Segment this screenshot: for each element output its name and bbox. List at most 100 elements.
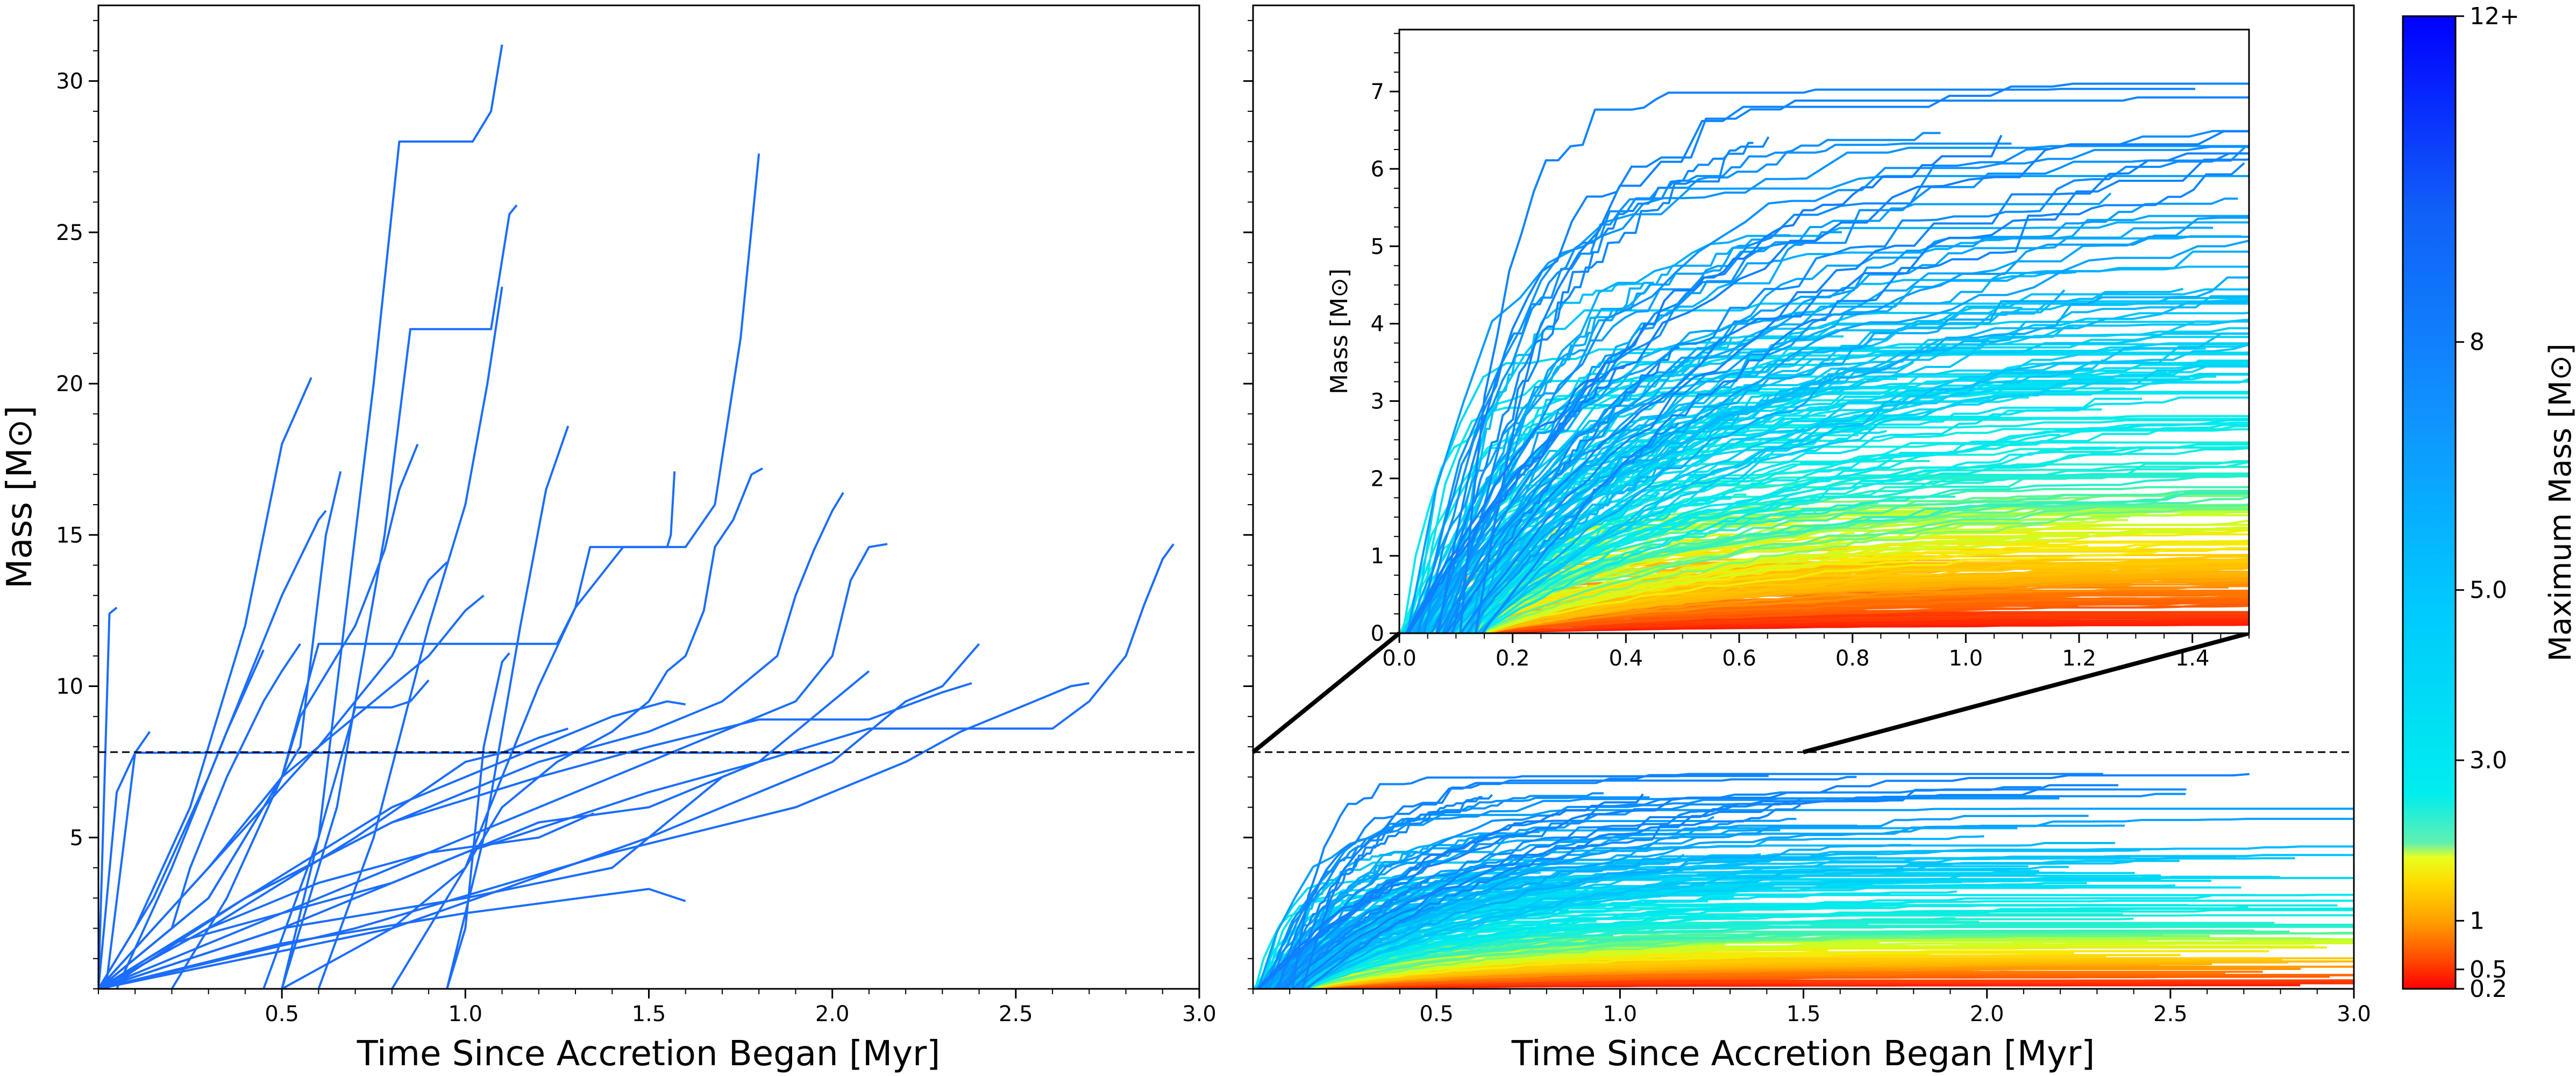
inset-track: [1442, 197, 2238, 633]
inset-track: [1462, 365, 2249, 633]
left-axes-frame: [97, 4, 1200, 990]
inset-track: [1477, 332, 2249, 633]
left-track-s29: [98, 761, 759, 989]
inset-track: [1469, 547, 2249, 633]
right-track: [1257, 815, 2089, 989]
left-y-tick-label: 15: [56, 523, 83, 548]
left-track-s16: [98, 643, 980, 989]
left-track-s18: [98, 682, 972, 989]
inset-x-tick-label: 1.2: [2062, 646, 2096, 671]
inset-x-tick-label: 1.4: [2175, 646, 2210, 671]
right-track: [1292, 818, 2354, 989]
inset-track: [1454, 624, 2249, 633]
inset-x-tick-label: 0.0: [1382, 646, 1417, 671]
inset-y-tick-label: 0: [1371, 621, 1384, 646]
inset-track: [1476, 504, 2249, 633]
inset-track: [1464, 417, 2249, 633]
left-track-s24: [98, 510, 327, 989]
left-track-s26: [281, 679, 430, 989]
left-y-ticks: 5 10 15 20 25 30: [56, 20, 98, 989]
inset-panel: 0.0 0.2 0.4 0.6 0.8 1.0 1.2 1.4 0 1 2 3 4 5 6 7 Mass […: [1326, 29, 2250, 671]
left-track-s3: [98, 377, 312, 989]
left-y-tick-label: 25: [56, 221, 83, 245]
left-x-tick-label: 1.5: [632, 1002, 666, 1027]
right-track: [1280, 818, 1797, 989]
inset-x-tick-label: 1.0: [1949, 646, 1983, 671]
inset-track: [1429, 289, 2066, 633]
colorbar: 12+ 8 5.0 3.0 1 0.50.2 Maximum Mass [M⊙]: [2402, 3, 2576, 1003]
inset-track: [1407, 363, 1631, 633]
inset-y-tick-label: 4: [1371, 312, 1384, 337]
right-track: [1293, 872, 2065, 989]
colorbar-ticks: 12+ 8 5.0 3.0 1 0.50.2: [2456, 3, 2520, 1003]
inset-track: [1459, 88, 2195, 633]
left-track-s17: [98, 682, 1090, 989]
left-y-tick-label: 5: [70, 826, 83, 851]
right-track: [1306, 804, 1801, 989]
inset-track: [1450, 282, 1645, 633]
left-y-tick-label: 30: [56, 69, 83, 94]
left-track-s27: [98, 670, 870, 989]
inset-track: [1430, 146, 2249, 633]
left-x-ticks: 0.5 1.0 1.5 2.0 2.5 3.0: [98, 989, 1216, 1027]
inset-x-tick-label: 0.4: [1609, 646, 1643, 671]
right-track: [1272, 853, 1685, 989]
right-track: [1280, 792, 2186, 989]
right-track: [1262, 824, 1858, 989]
inset-x-ticks: 0.0 0.2 0.4 0.6 0.8 1.0 1.2 1.4: [1382, 633, 2250, 671]
inset-track: [1469, 221, 2249, 633]
left-track-s8: [170, 443, 419, 989]
right-track: [1257, 832, 1506, 989]
inset-track: [1423, 142, 2012, 633]
colorbar-tick-label: 12+: [2470, 3, 2520, 30]
left-track-s2: [98, 731, 151, 989]
inset-track: [1478, 447, 2116, 633]
colorbar-tick-label: 8: [2470, 329, 2485, 356]
inset-track: [1444, 343, 2249, 633]
inset-track: [1472, 604, 2249, 633]
inset-track: [1436, 295, 2249, 633]
left-track-s32: [98, 643, 301, 989]
inset-track: [1479, 367, 1847, 633]
colorbar-title: Maximum Mass [M⊙]: [2543, 343, 2576, 661]
inset-track: [1406, 234, 1790, 633]
inset-track: [1407, 130, 2249, 633]
right-track: [1258, 882, 1403, 989]
right-track: [1303, 945, 1670, 989]
colorbar-tick-label: 0.2: [2470, 975, 2507, 1003]
left-track-s10: [391, 471, 676, 989]
right-track: [1276, 794, 1493, 989]
inset-track: [1483, 526, 2249, 633]
inset-y-tick-label: 2: [1371, 466, 1384, 491]
inset-mass-tracks: [1399, 82, 2249, 633]
inset-track: [1445, 271, 2076, 633]
right-track: [1286, 796, 1483, 989]
right-track: [1257, 793, 1644, 989]
left-track-s14: [98, 543, 888, 989]
right-track: [1299, 960, 2059, 989]
inset-track: [1442, 145, 2249, 633]
right-x-tick-label: 3.0: [2337, 1002, 2371, 1027]
right-x-axis-title: Time Since Accretion Began [Myr]: [1511, 1034, 2095, 1074]
inset-track: [1406, 378, 2249, 633]
inset-track: [1439, 612, 2249, 633]
left-track-s7: [317, 286, 503, 989]
right-panel: 0.5 1.0 1.5 2.0 2.5 3.0 Time Since Accretion …: [1243, 4, 2371, 1074]
inset-x-tick-label: 0.2: [1496, 646, 1530, 671]
right-x-ticks: 0.5 1.0 1.5 2.0 2.5 3.0: [1253, 989, 2371, 1027]
inset-track: [1451, 141, 1754, 633]
left-y-axis-title: Mass [M⊙]: [0, 406, 40, 589]
inset-y-tick-label: 1: [1371, 544, 1384, 569]
inset-track: [1477, 523, 2044, 633]
left-x-tick-label: 1.0: [449, 1002, 483, 1027]
right-mass-tracks: [1253, 773, 2354, 989]
right-track: [1283, 786, 2041, 989]
left-x-tick-label: 2.5: [999, 1002, 1033, 1027]
inset-track: [1477, 276, 2249, 633]
right-track: [1295, 894, 2354, 989]
left-track-s11: [446, 426, 570, 989]
colorbar-tick-label: 0.5: [2470, 956, 2507, 983]
left-track-s1: [98, 606, 118, 989]
inset-track: [1445, 152, 2249, 633]
